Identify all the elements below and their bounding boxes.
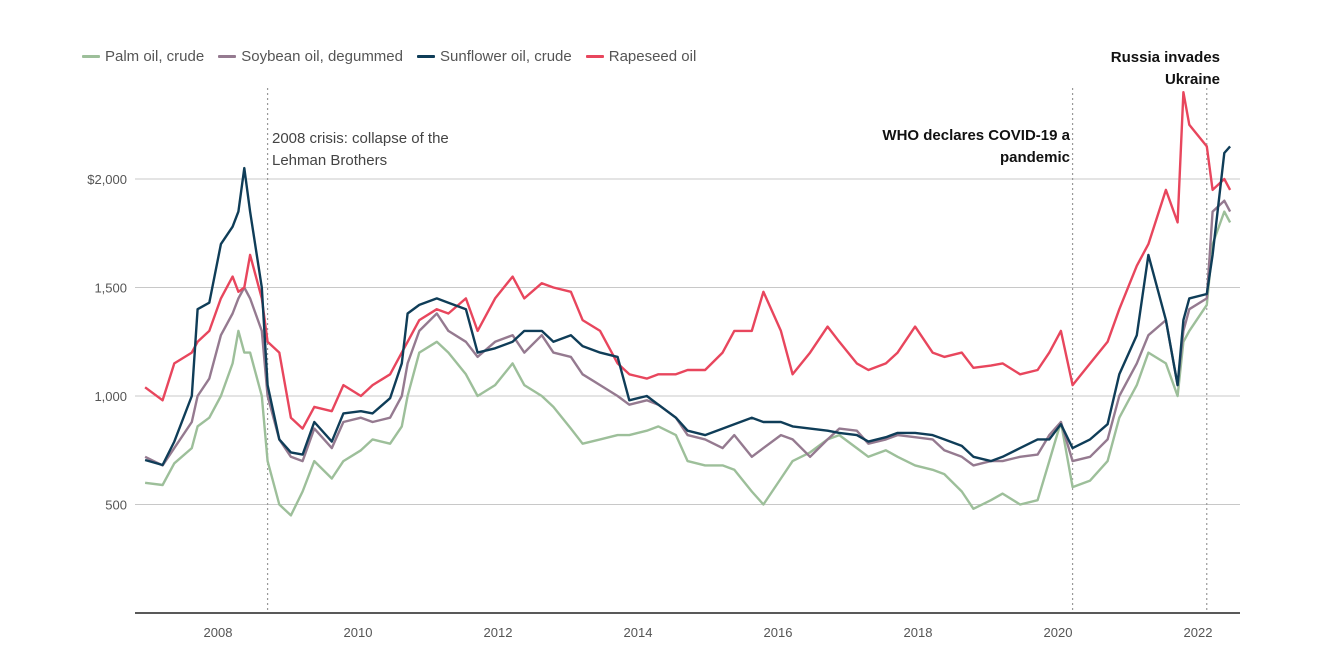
- x-axis-ticks: 2008 2010 2012 2014 2016 2018 2020 2022: [204, 625, 1213, 640]
- x-tick-label: 2014: [624, 625, 653, 640]
- legend-swatch: [417, 55, 435, 58]
- series-line-sunflower: [144, 145, 1232, 467]
- gridlines: [135, 178, 1240, 505]
- legend: Palm oil, crude Soybean oil, degummed Su…: [82, 48, 696, 65]
- y-tick-label: $2,000: [87, 172, 127, 187]
- legend-swatch: [82, 55, 100, 58]
- x-tick-label: 2020: [1044, 625, 1073, 640]
- legend-item-palm: Palm oil, crude: [82, 48, 204, 65]
- y-tick-label: 500: [105, 498, 127, 513]
- annotation-lehman: 2008 crisis: collapse of the Lehman Brot…: [272, 128, 449, 172]
- x-tick-label: 2010: [344, 625, 373, 640]
- annotation-line: Russia invades: [1110, 49, 1220, 66]
- annotation-covid: WHO declares COVID-19 a pandemic: [882, 125, 1070, 169]
- series-line-rapeseed: [144, 91, 1232, 430]
- legend-swatch: [218, 55, 237, 58]
- series-line-palm: [144, 210, 1232, 517]
- legend-label: Palm oil, crude: [105, 48, 205, 65]
- x-tick-label: 2018: [904, 625, 933, 640]
- annotation-line: WHO declares COVID-19 a: [882, 127, 1070, 144]
- y-tick-label: 1,000: [94, 389, 127, 404]
- x-tick-label: 2012: [484, 625, 513, 640]
- legend-swatch: [585, 55, 604, 58]
- y-axis-ticks: 500 1,000 1,500 $2,000: [87, 172, 127, 513]
- legend-label: Sunflower oil, crude: [440, 48, 572, 65]
- legend-item-rapeseed: Rapeseed oil: [585, 48, 697, 65]
- legend-label: Soybean oil, degummed: [241, 48, 403, 65]
- x-tick-label: 2016: [764, 625, 793, 640]
- annotation-russia: Russia invades Ukraine: [1111, 47, 1220, 91]
- y-tick-label: 1,500: [94, 281, 127, 296]
- annotation-line: 2008 crisis: collapse of the: [272, 130, 449, 147]
- annotation-line: pandemic: [999, 149, 1070, 166]
- legend-item-sunflower: Sunflower oil, crude: [417, 48, 572, 65]
- legend-item-soybean: Soybean oil, degummed: [218, 48, 403, 65]
- annotation-line: Lehman Brothers: [272, 152, 388, 169]
- legend-label: Rapeseed oil: [608, 48, 697, 65]
- annotation-line: Ukraine: [1164, 71, 1220, 88]
- series-lines: [144, 91, 1232, 517]
- x-tick-label: 2008: [204, 625, 233, 640]
- series-line-soybean: [144, 199, 1232, 467]
- x-tick-label: 2022: [1184, 625, 1213, 640]
